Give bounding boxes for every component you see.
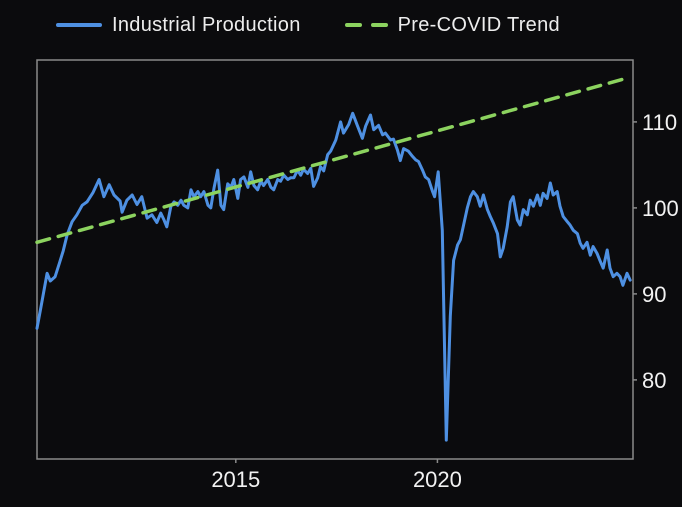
industrial-production-legend-label: Industrial Production: [112, 13, 301, 36]
chart-legend: Industrial Production Pre-COVID Trend: [56, 12, 560, 38]
y-tick-label: 80: [642, 368, 666, 393]
pre-covid-trend-legend-label: Pre-COVID Trend: [397, 13, 560, 36]
pre-covid-trend-line-swatch: [344, 23, 388, 27]
trend-dash-icon: [370, 23, 388, 27]
x-tick-label: 2015: [211, 467, 260, 492]
plot-frame: [36, 59, 634, 460]
y-tick-label: 100: [642, 196, 679, 221]
x-tick-label: 2020: [413, 467, 462, 492]
y-tick-label: 110: [642, 110, 677, 135]
industrial-production-line-swatch: [56, 23, 102, 27]
pre-covid-trend-line: [35, 75, 632, 245]
industrial-production-line: [35, 111, 632, 442]
trend-dash-icon: [344, 23, 362, 27]
y-tick-label: 90: [642, 282, 666, 307]
